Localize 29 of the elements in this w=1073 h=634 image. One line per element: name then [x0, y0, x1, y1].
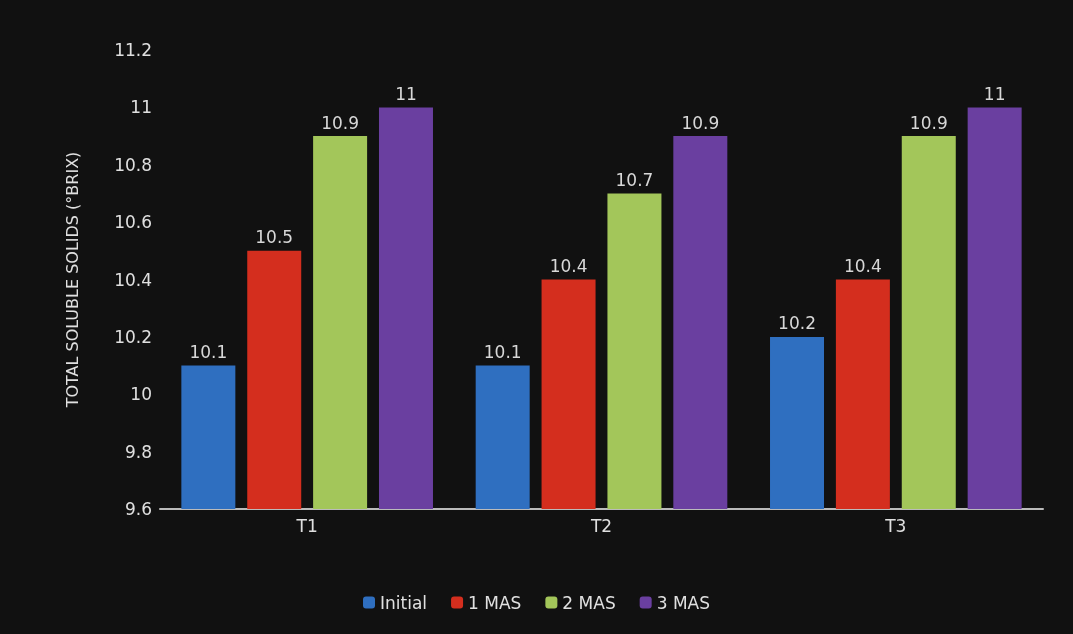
- data-label: 10.1: [189, 342, 228, 363]
- y-tick-label: 10.6: [114, 212, 152, 233]
- x-tick-label: T1: [295, 515, 318, 536]
- data-label: 10.2: [778, 313, 816, 334]
- data-label: 11: [983, 83, 1006, 104]
- data-label: 10.4: [843, 256, 882, 276]
- data-label: 11: [395, 83, 417, 104]
- data-label: 10.9: [681, 112, 720, 133]
- legend-label: Initial: [380, 592, 428, 613]
- y-tick-label: 11.2: [114, 40, 152, 60]
- y-tick-label: 10: [130, 384, 152, 405]
- data-label: 10.9: [321, 112, 360, 133]
- y-tick-label: 9.6: [124, 499, 152, 519]
- legend-label: 2 MAS: [562, 592, 616, 613]
- legend-label: 3 MAS: [656, 592, 710, 613]
- y-tick-label: 9.8: [124, 441, 152, 462]
- y-tick-label: 10.4: [114, 269, 152, 290]
- x-tick-label: T2: [589, 515, 613, 536]
- data-label: 10.5: [255, 227, 294, 248]
- x-tick-label: T3: [884, 515, 907, 536]
- data-label: 10.1: [483, 342, 522, 363]
- data-label: 10.4: [549, 256, 588, 276]
- data-label: 10.7: [615, 169, 654, 190]
- legend-label: 1 MAS: [468, 592, 522, 613]
- y-axis-title: TOTAL SOLUBLE SOLIDS (°BRIX): [62, 151, 82, 409]
- y-tick-label: 10.2: [114, 326, 152, 347]
- data-label: 10.9: [909, 112, 948, 133]
- y-tick-label: 11: [130, 97, 152, 118]
- y-tick-label: 10.8: [114, 154, 152, 175]
